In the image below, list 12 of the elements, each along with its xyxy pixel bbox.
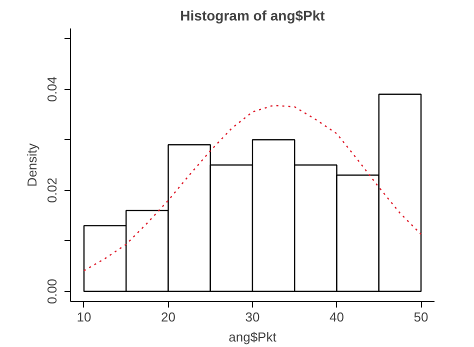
y-tick-label: 0.02 — [44, 178, 60, 203]
y-axis-title: Density — [24, 142, 40, 187]
y-tick-label: 0.00 — [44, 278, 60, 304]
x-tick-label: 20 — [161, 310, 176, 324]
line-series — [83, 104, 422, 272]
x-axis-title: ang$Pkt — [228, 330, 277, 344]
chart-title: Histogram of ang$Pkt — [180, 8, 326, 24]
y-tick-label: 0.04 — [44, 76, 60, 102]
x-tick-label: 50 — [414, 310, 428, 324]
x-tick-label: 30 — [245, 310, 260, 324]
x-tick-label: 10 — [76, 310, 92, 324]
x-tick-label: 40 — [330, 310, 344, 324]
